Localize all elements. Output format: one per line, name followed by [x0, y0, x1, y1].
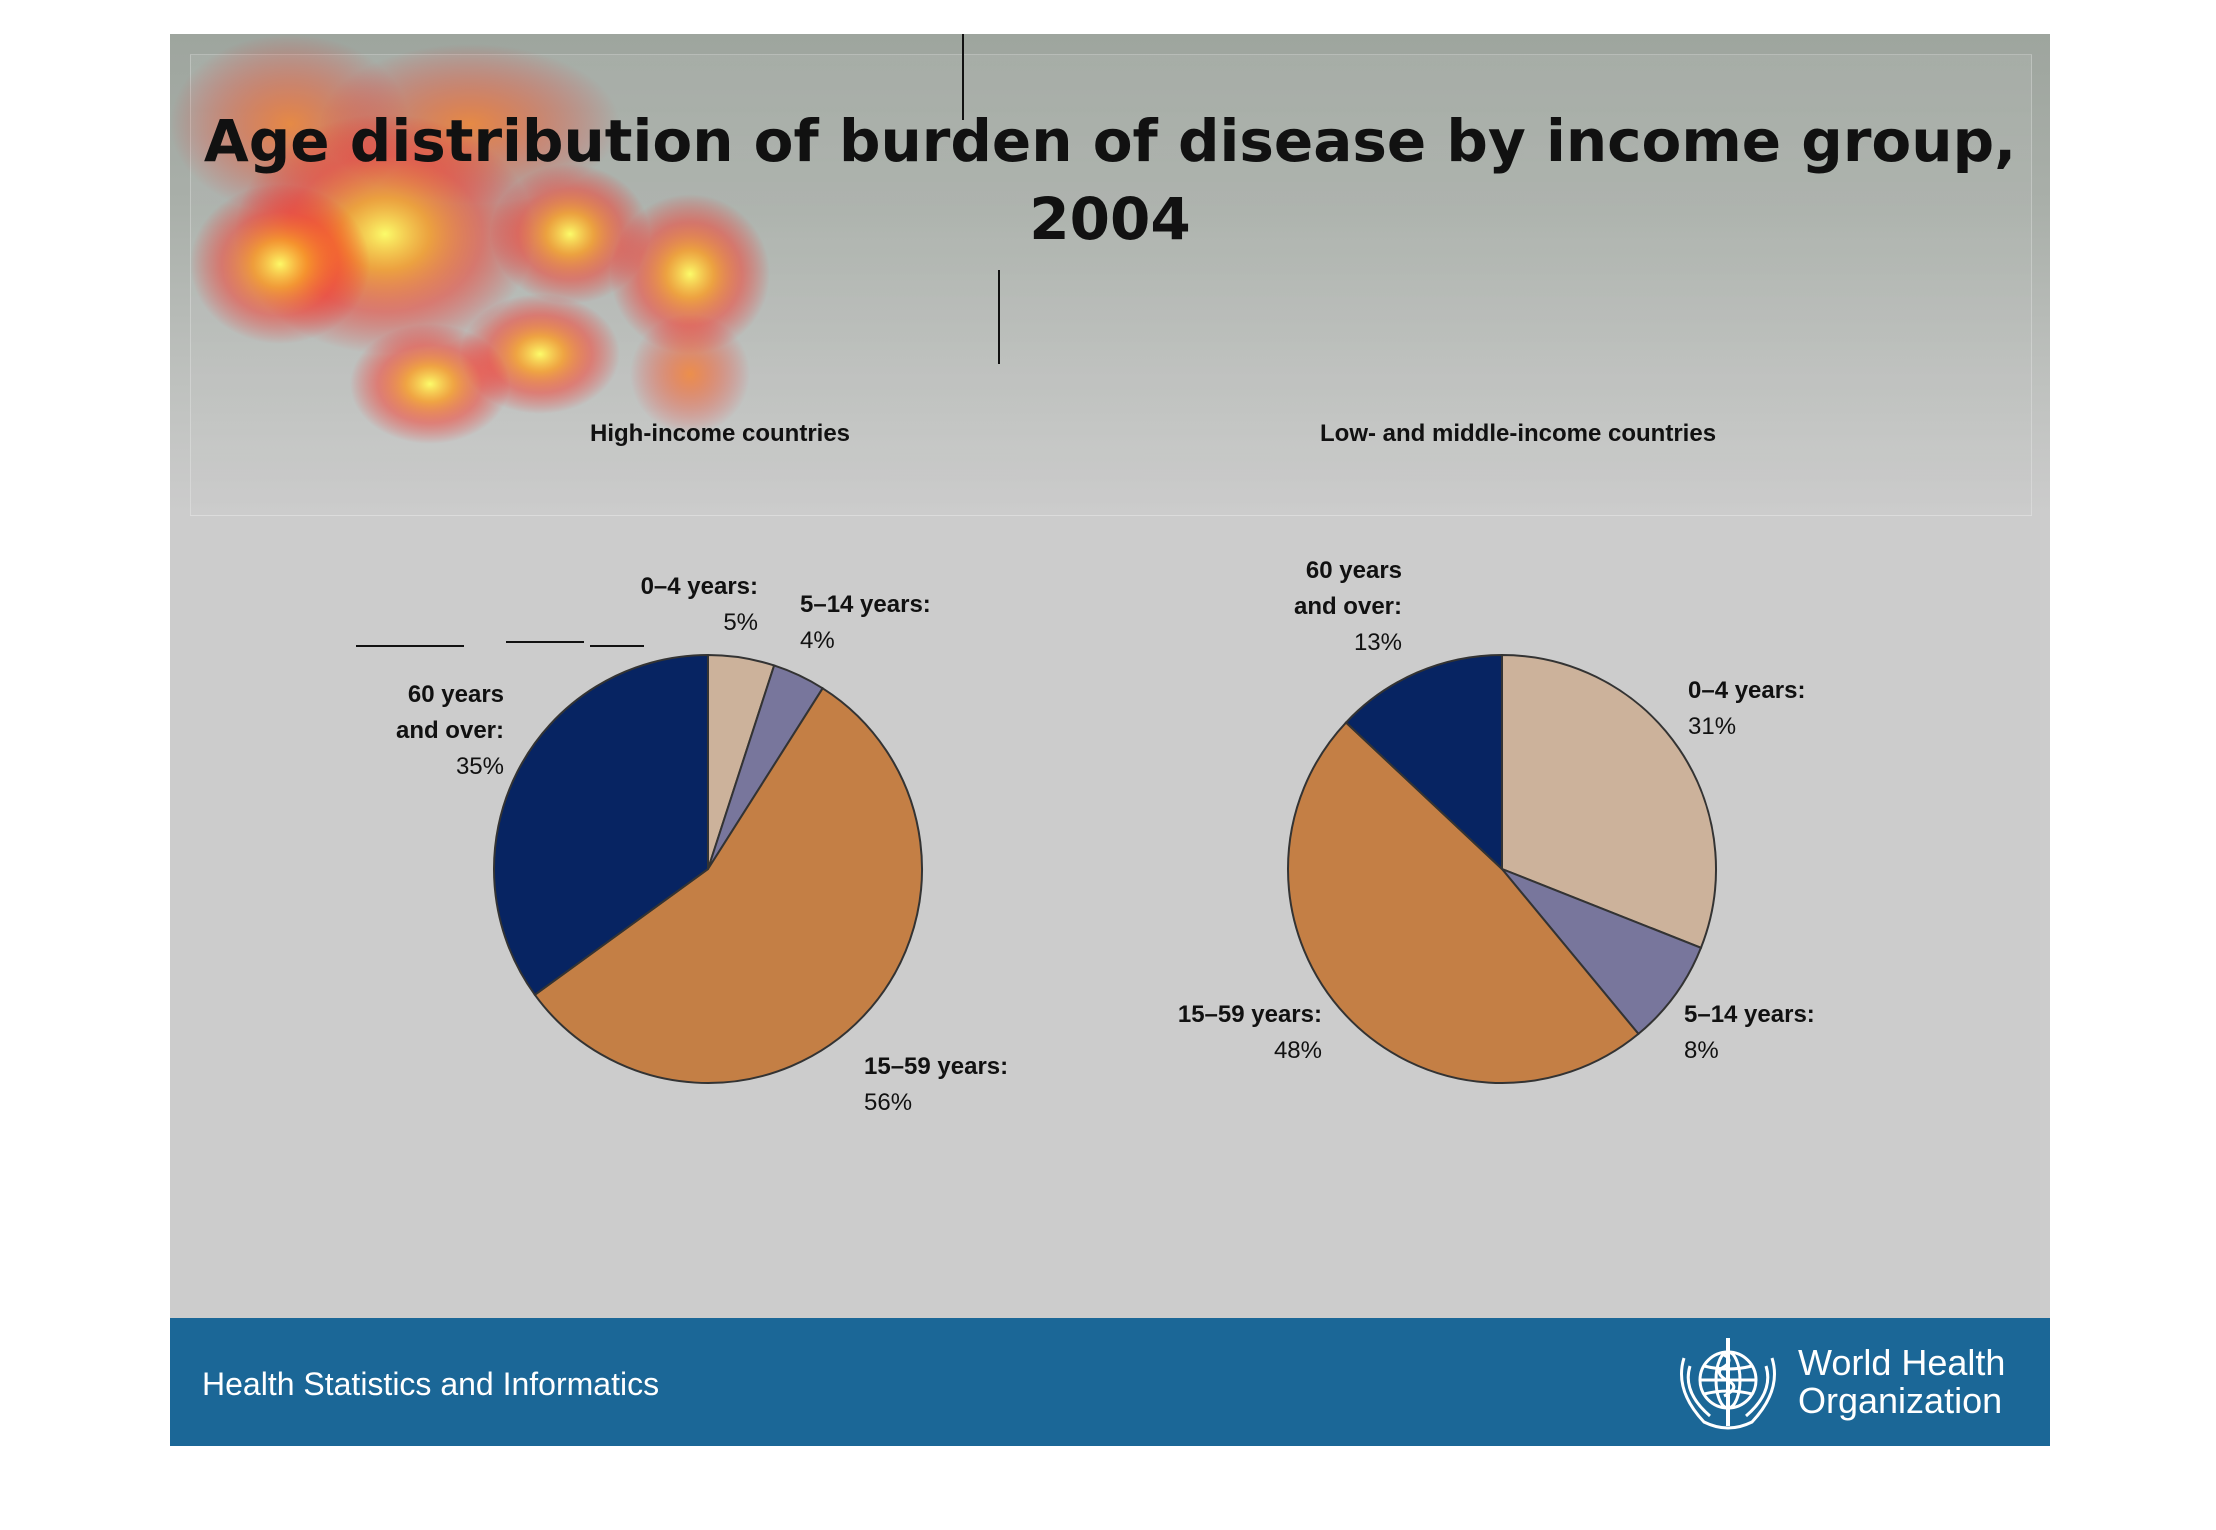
- slide: Age distribution of burden of disease by…: [170, 34, 2050, 1446]
- heat-spot: [190, 184, 370, 344]
- slice-category-label: 60 years: [408, 681, 504, 708]
- slice-value-label: 5%: [723, 609, 758, 636]
- heatmap-overlay: [170, 34, 770, 444]
- slice-category-label: 5–14 years:: [800, 591, 931, 618]
- pie-slice: [1287, 721, 1640, 1084]
- footer-bar: Health Statistics and Informatics World …: [170, 1318, 2050, 1446]
- slice-value-label: 31%: [1688, 713, 1736, 740]
- pie-slice: [493, 653, 709, 997]
- who-emblem-icon: [1680, 1338, 1776, 1430]
- slice-category-label: 0–4 years:: [641, 573, 758, 600]
- slice-category-label: and over:: [1294, 593, 1402, 620]
- slice-value-label: 48%: [1274, 1037, 1322, 1064]
- slice-value-label: 8%: [1684, 1037, 1719, 1064]
- heat-spot: [610, 194, 770, 354]
- slide-title: Age distribution of burden of disease by…: [203, 107, 2017, 253]
- slice-value-label: 35%: [456, 753, 504, 780]
- chart-title-high-income: High-income countries: [590, 420, 851, 447]
- slice-category-label: and over:: [396, 717, 504, 744]
- slice-category-label: 60 years: [1306, 557, 1402, 584]
- slice-value-label: 56%: [864, 1089, 912, 1116]
- slice-category-label: 15–59 years:: [864, 1053, 1008, 1080]
- slice-category-label: 15–59 years:: [1178, 1001, 1322, 1028]
- divider-line: [998, 270, 1000, 364]
- footer-unit-name: Health Statistics and Informatics: [202, 1366, 660, 1402]
- decorative-rule: [356, 645, 464, 647]
- slice-value-label: 13%: [1354, 629, 1402, 656]
- heat-spot: [350, 324, 510, 444]
- pie-slice: [1344, 653, 1503, 872]
- pie-slice: [533, 686, 923, 1084]
- who-logo-line1: World Health: [1798, 1342, 2006, 1383]
- chart-title-low-middle-income: Low- and middle-income countries: [1320, 420, 1717, 447]
- pie-slice: [1501, 868, 1703, 1036]
- slice-category-label: 0–4 years:: [1688, 677, 1805, 704]
- who-logo-line2: Organization: [1798, 1380, 2003, 1421]
- slice-category-label: 5–14 years:: [1684, 1001, 1815, 1028]
- heat-spot: [490, 164, 650, 304]
- decorative-rule: [590, 645, 644, 647]
- heat-spot: [630, 314, 750, 434]
- slice-value-label: 4%: [800, 627, 835, 654]
- decorative-rule: [506, 641, 584, 643]
- who-logo-text: World Health Organization: [1798, 1344, 2005, 1420]
- divider-line: [962, 34, 964, 120]
- pie-slice: [1501, 653, 1717, 950]
- pie-charts: 0–4 years: 5% 5–14 years: 4% 15–59 years: 56%…: [396, 557, 1815, 1116]
